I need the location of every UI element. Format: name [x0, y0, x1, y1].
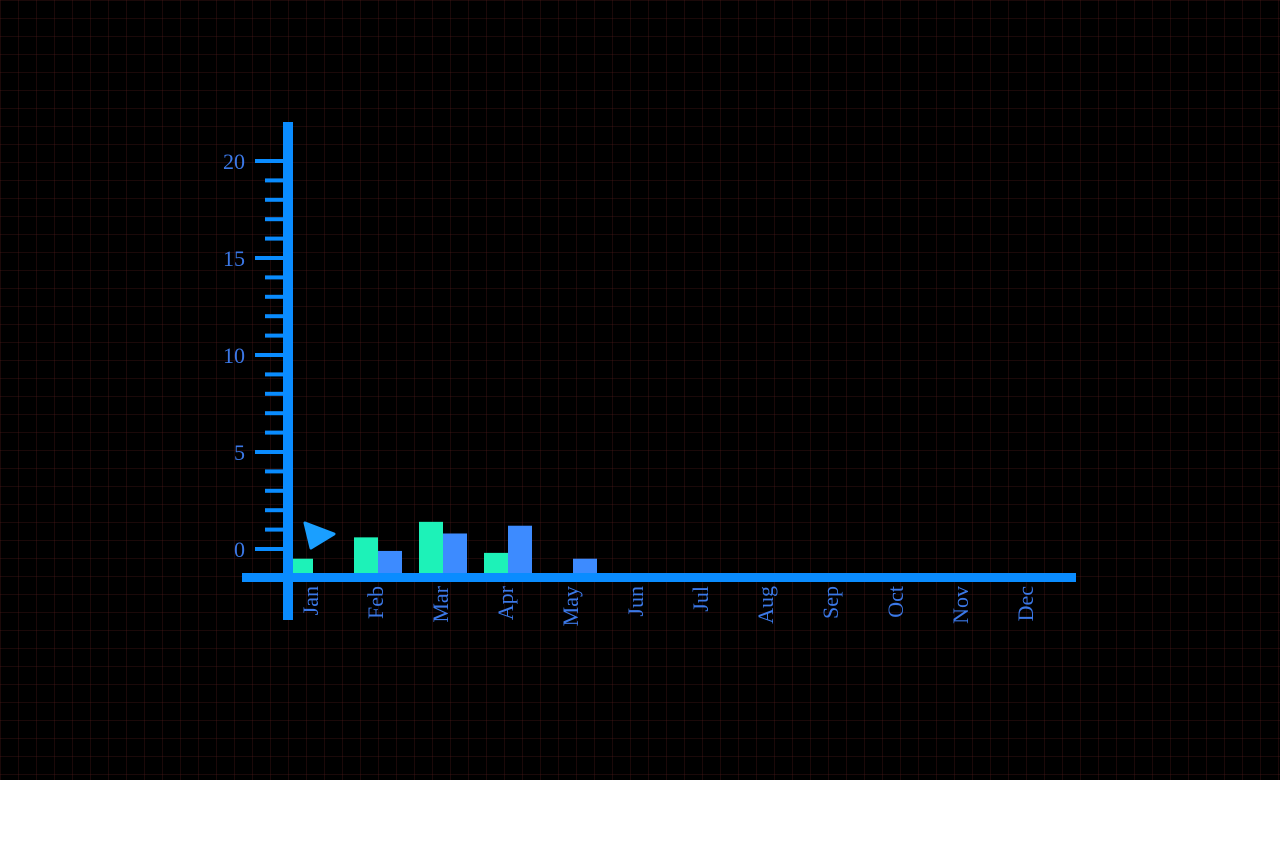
x-tick-label: May: [558, 586, 583, 626]
y-minor-tick: [265, 197, 283, 202]
y-minor-tick: [265, 372, 283, 377]
bar-group: [289, 521, 597, 573]
y-tick-label: 20: [223, 149, 245, 174]
y-major-tick: [255, 159, 283, 163]
y-major-tick: [255, 450, 283, 454]
bar-chart: 0 5 10 15 20 Jan Feb Mar Apr May Jun Jul Aug Sep Oct N…: [223, 122, 1076, 626]
x-tick-label: Oct: [883, 586, 908, 618]
bar: [378, 550, 402, 573]
chart-canvas: 0 5 10 15 20 Jan Feb Mar Apr May Jun Jul Aug Sep Oct N…: [0, 0, 1280, 780]
x-tick-label: Apr: [493, 585, 518, 620]
y-minor-tick: [265, 236, 283, 241]
y-minor-ticks: [265, 178, 283, 532]
y-minor-tick: [265, 294, 283, 299]
y-tick-label: 10: [223, 343, 245, 368]
x-tick-label: Jun: [623, 586, 648, 617]
y-minor-tick: [265, 217, 283, 222]
y-minor-tick: [265, 508, 283, 513]
y-tick-label: 15: [223, 246, 245, 271]
y-major-ticks: 0 5 10 15 20: [223, 149, 283, 562]
bottom-strip: [0, 780, 1280, 853]
y-minor-tick: [265, 411, 283, 416]
y-minor-tick: [265, 469, 283, 474]
y-minor-tick: [265, 275, 283, 280]
x-tick-labels: Jan Feb Mar Apr May Jun Jul Aug Sep Oct Nov Dec: [298, 585, 1038, 626]
x-tick-label: Mar: [428, 585, 453, 622]
bar: [354, 537, 378, 573]
y-minor-tick: [265, 488, 283, 493]
x-tick-label: Jan: [298, 586, 323, 615]
x-tick-label: Feb: [363, 586, 388, 619]
y-tick-label: 5: [234, 440, 245, 465]
x-tick-label: Dec: [1013, 586, 1038, 622]
y-minor-tick: [265, 178, 283, 183]
y-major-tick: [255, 256, 283, 260]
bar: [484, 552, 508, 573]
bar: [508, 525, 532, 573]
x-tick-label: Jul: [688, 586, 713, 612]
bar: [419, 521, 443, 573]
y-minor-tick: [265, 391, 283, 396]
y-minor-tick: [265, 527, 283, 532]
bar: [443, 533, 467, 573]
y-major-tick: [255, 547, 283, 551]
y-minor-tick: [265, 314, 283, 319]
x-tick-label: Aug: [753, 586, 778, 624]
y-minor-tick: [265, 430, 283, 435]
x-tick-label: Nov: [948, 586, 973, 624]
bar: [289, 558, 313, 573]
y-major-tick: [255, 353, 283, 357]
y-tick-label: 0: [234, 537, 245, 562]
x-tick-label: Sep: [818, 586, 843, 619]
y-minor-tick: [265, 333, 283, 338]
y-axis-line: [283, 122, 293, 620]
x-axis-line: [242, 573, 1076, 582]
bar: [573, 558, 597, 573]
triangle-pointer-icon: [303, 521, 336, 550]
